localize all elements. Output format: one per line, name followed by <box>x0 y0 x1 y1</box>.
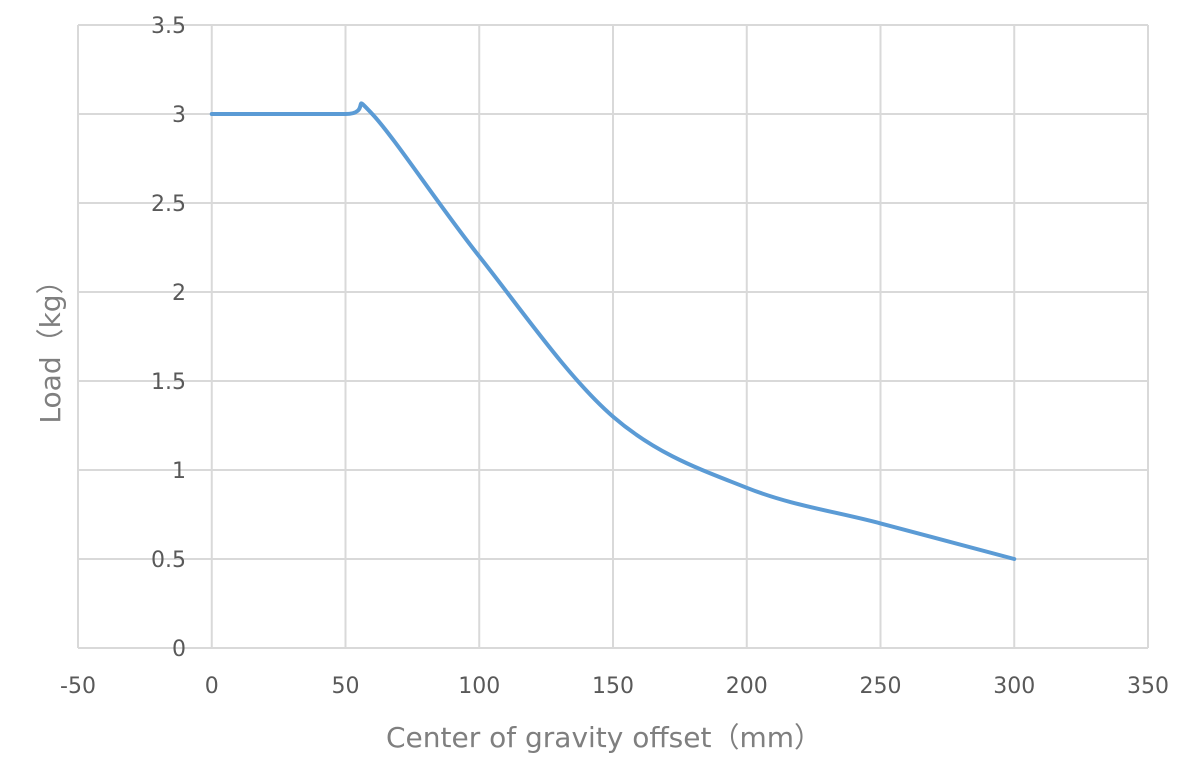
y-axis-title: Load（kg） <box>34 266 67 423</box>
y-tick-label: 3 <box>172 103 186 128</box>
x-tick-label: 100 <box>458 674 500 699</box>
series-layer <box>209 101 1017 561</box>
x-tick-label: -50 <box>60 674 96 699</box>
y-tick-label: 2.5 <box>151 192 186 217</box>
x-tick-label: 0 <box>205 674 219 699</box>
tick-labels: 0 0.5 1 1.5 2 2.5 3 3.5 -50 0 50 100 150 200 250 300 350 <box>60 14 1169 699</box>
x-axis-title: Center of gravity offset（mm） <box>386 721 822 754</box>
x-tick-label: 200 <box>726 674 768 699</box>
series-line-0 <box>209 101 1017 561</box>
x-tick-label: 150 <box>592 674 634 699</box>
y-tick-label: 2 <box>172 281 186 306</box>
x-tick-label: 250 <box>860 674 902 699</box>
y-tick-label: 3.5 <box>151 14 186 39</box>
y-tick-label: 0.5 <box>151 548 186 573</box>
y-tick-label: 0 <box>172 637 186 662</box>
grid <box>77 24 1149 649</box>
y-tick-label: 1 <box>172 459 186 484</box>
x-tick-label: 50 <box>332 674 360 699</box>
x-tick-label: 350 <box>1127 674 1169 699</box>
y-tick-label: 1.5 <box>151 370 186 395</box>
x-tick-label: 300 <box>993 674 1035 699</box>
